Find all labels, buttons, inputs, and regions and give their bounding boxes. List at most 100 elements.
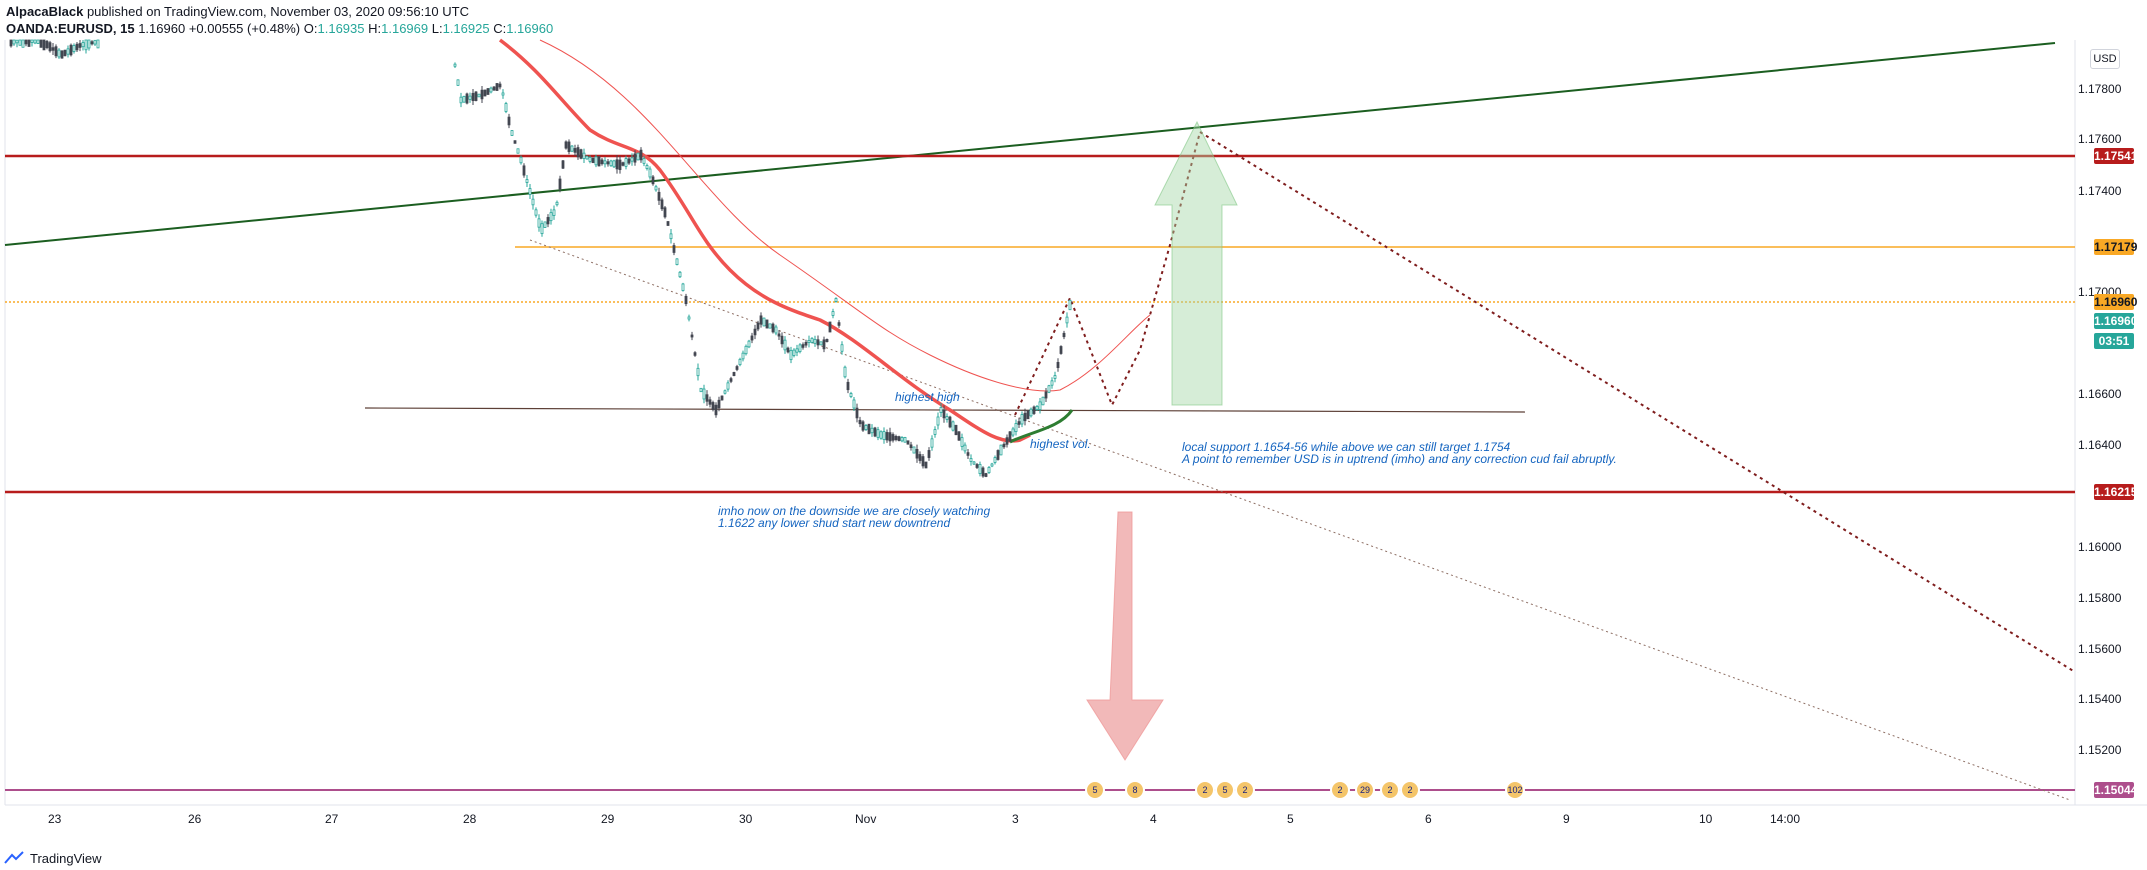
candle-body	[1044, 391, 1048, 399]
candle-body	[1062, 332, 1066, 338]
note-downside[interactable]: imho now on the downside we are closely …	[718, 504, 991, 530]
candle-body	[579, 149, 583, 159]
time-tick: 28	[463, 812, 477, 826]
candle-body	[765, 319, 769, 329]
candle-body	[735, 366, 739, 370]
candle-body	[858, 419, 862, 425]
price-tick: 1.15600	[2078, 642, 2122, 656]
candle-body	[561, 160, 565, 169]
event-flag[interactable]: 8	[1125, 780, 1145, 800]
candle-body	[492, 86, 496, 91]
candle-body	[954, 424, 958, 436]
candle-body	[87, 39, 91, 49]
candle-body	[75, 43, 79, 51]
candle-body	[534, 209, 538, 216]
event-flag[interactable]: 2	[1380, 780, 1400, 800]
candle-body	[96, 39, 100, 49]
candle-body	[870, 427, 874, 434]
candle-body	[678, 271, 682, 278]
candle-body	[1008, 431, 1012, 442]
footer-brand[interactable]: TradingView	[30, 850, 102, 866]
candle-body	[894, 436, 898, 440]
chart-header: AlpacaBlack published on TradingView.com…	[6, 3, 553, 37]
candle-body	[1014, 423, 1018, 432]
event-flag[interactable]: 102	[1505, 780, 1525, 800]
event-flag[interactable]: 2	[1235, 780, 1255, 800]
volume-curve	[1009, 409, 1074, 444]
candle-body	[480, 89, 484, 100]
ascending-trendline[interactable]	[4, 42, 2056, 246]
descending-trendline-faint[interactable]	[529, 239, 2071, 801]
candle-body	[969, 458, 973, 462]
bar-countdown: 03:51	[2094, 333, 2134, 349]
candle-body	[78, 43, 82, 48]
candle-body	[996, 450, 1000, 460]
candle-body	[546, 217, 550, 225]
price-label-resistance: 1.17541	[2094, 148, 2138, 164]
candle-body	[975, 464, 979, 468]
candle-body	[753, 328, 757, 336]
projected-path[interactable]	[1014, 131, 1201, 416]
note-highest-high[interactable]: highest high	[895, 390, 960, 404]
candle-body	[81, 42, 85, 48]
currency-button[interactable]: USD	[2090, 49, 2120, 69]
candle-body	[477, 93, 481, 98]
event-flag[interactable]: 2	[1400, 780, 1420, 800]
candle-body	[468, 95, 472, 100]
candle-body	[918, 454, 922, 461]
candle-body	[741, 352, 745, 360]
candle-body	[672, 245, 676, 253]
close-label: C:	[493, 21, 507, 36]
candle-body	[798, 344, 802, 353]
candle-body	[66, 48, 70, 55]
event-flag[interactable]: 2	[1330, 780, 1350, 800]
price-tick: 1.15400	[2078, 692, 2122, 706]
candle-body	[750, 335, 754, 341]
candle-body	[708, 399, 712, 405]
upside-arrow[interactable]	[1154, 120, 1238, 406]
candle-body	[792, 349, 796, 356]
candle-body	[762, 317, 766, 327]
candle-body	[90, 41, 94, 45]
high-value: 1.16969	[381, 21, 429, 36]
candle-body	[456, 79, 460, 86]
candle-body	[33, 39, 37, 44]
candle-body	[15, 39, 19, 44]
event-flag[interactable]: 29	[1355, 780, 1375, 800]
time-tick: 29	[601, 812, 615, 826]
candle-body	[84, 39, 88, 51]
candle-body	[624, 158, 628, 167]
symbol-label[interactable]: OANDA:EURUSD, 15	[6, 21, 135, 36]
event-flag[interactable]: 2	[1195, 780, 1215, 800]
candle-body	[714, 404, 718, 416]
downside-arrow[interactable]	[1086, 511, 1164, 761]
candle-body	[966, 452, 970, 456]
candle-body	[801, 344, 805, 348]
candle-body	[648, 168, 652, 178]
candle-body	[819, 341, 823, 346]
note-highest-vol[interactable]: highest vol.	[1030, 437, 1091, 451]
candle-body	[948, 416, 952, 428]
candle-body	[588, 156, 592, 162]
low-label: L:	[431, 21, 443, 36]
candle-body	[570, 145, 574, 152]
candle-body	[915, 448, 919, 459]
note-local-support[interactable]: local support 1.1654-56 while above we c…	[1182, 440, 1617, 466]
candle-body	[900, 437, 904, 442]
candle-body	[564, 141, 568, 149]
projected-decline-line[interactable]	[1199, 131, 2076, 673]
candle-body	[687, 316, 691, 320]
event-flag[interactable]: 5	[1215, 780, 1235, 800]
event-flag[interactable]: 5	[1085, 780, 1105, 800]
candle-body	[573, 148, 577, 153]
candle-body	[873, 427, 877, 437]
candle-body	[699, 387, 703, 393]
author-name[interactable]: AlpacaBlack	[6, 4, 84, 19]
open-label: O:	[303, 21, 318, 36]
candle-body	[54, 46, 58, 57]
candle-body	[591, 157, 595, 164]
candle-body	[963, 444, 967, 452]
candle-body	[1047, 385, 1051, 393]
candle-body	[636, 152, 640, 161]
